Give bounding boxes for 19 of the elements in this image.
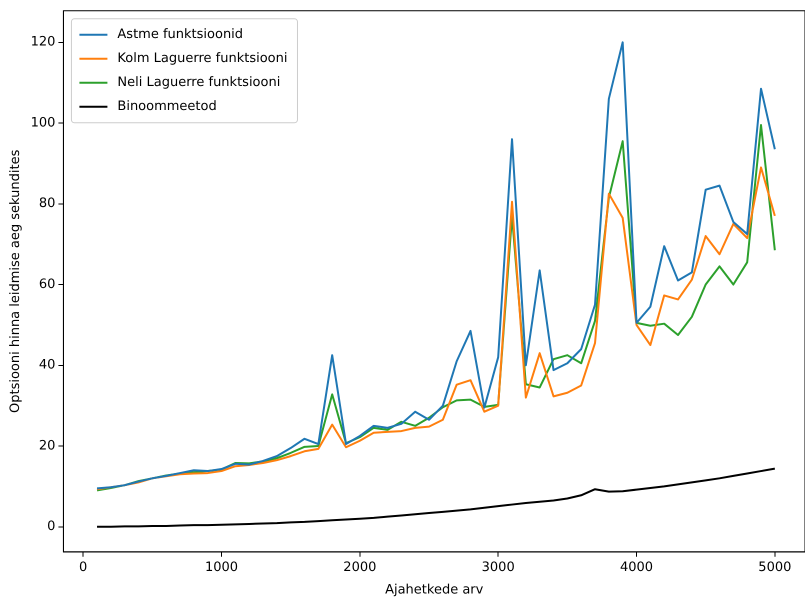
legend-label: Binoommeetod bbox=[117, 99, 217, 114]
y-tick-label: 0 bbox=[47, 519, 56, 534]
x-tick-label: 2000 bbox=[343, 560, 376, 575]
y-tick-label: 100 bbox=[30, 115, 56, 130]
x-tick-label: 5000 bbox=[758, 560, 792, 575]
legend-label: Astme funktsioonid bbox=[117, 27, 244, 42]
legend-label: Neli Laguerre funktsiooni bbox=[117, 75, 280, 90]
x-tick-label: 0 bbox=[79, 560, 88, 575]
x-tick-label: 4000 bbox=[620, 560, 654, 575]
x-tick-label: 1000 bbox=[204, 560, 238, 575]
x-tick-label: 3000 bbox=[482, 560, 515, 575]
y-tick-label: 120 bbox=[30, 34, 56, 50]
y-tick-label: 20 bbox=[38, 438, 56, 454]
y-tick-label: 80 bbox=[38, 196, 56, 212]
legend-label: Kolm Laguerre funktsiooni bbox=[117, 51, 288, 66]
y-tick-label: 60 bbox=[38, 276, 56, 292]
y-axis-title: Optsiooni hinna leidmise aeg sekundites bbox=[8, 149, 24, 414]
y-tick-label: 40 bbox=[38, 358, 56, 373]
x-axis-title: Ajahetkede arv bbox=[385, 582, 484, 598]
